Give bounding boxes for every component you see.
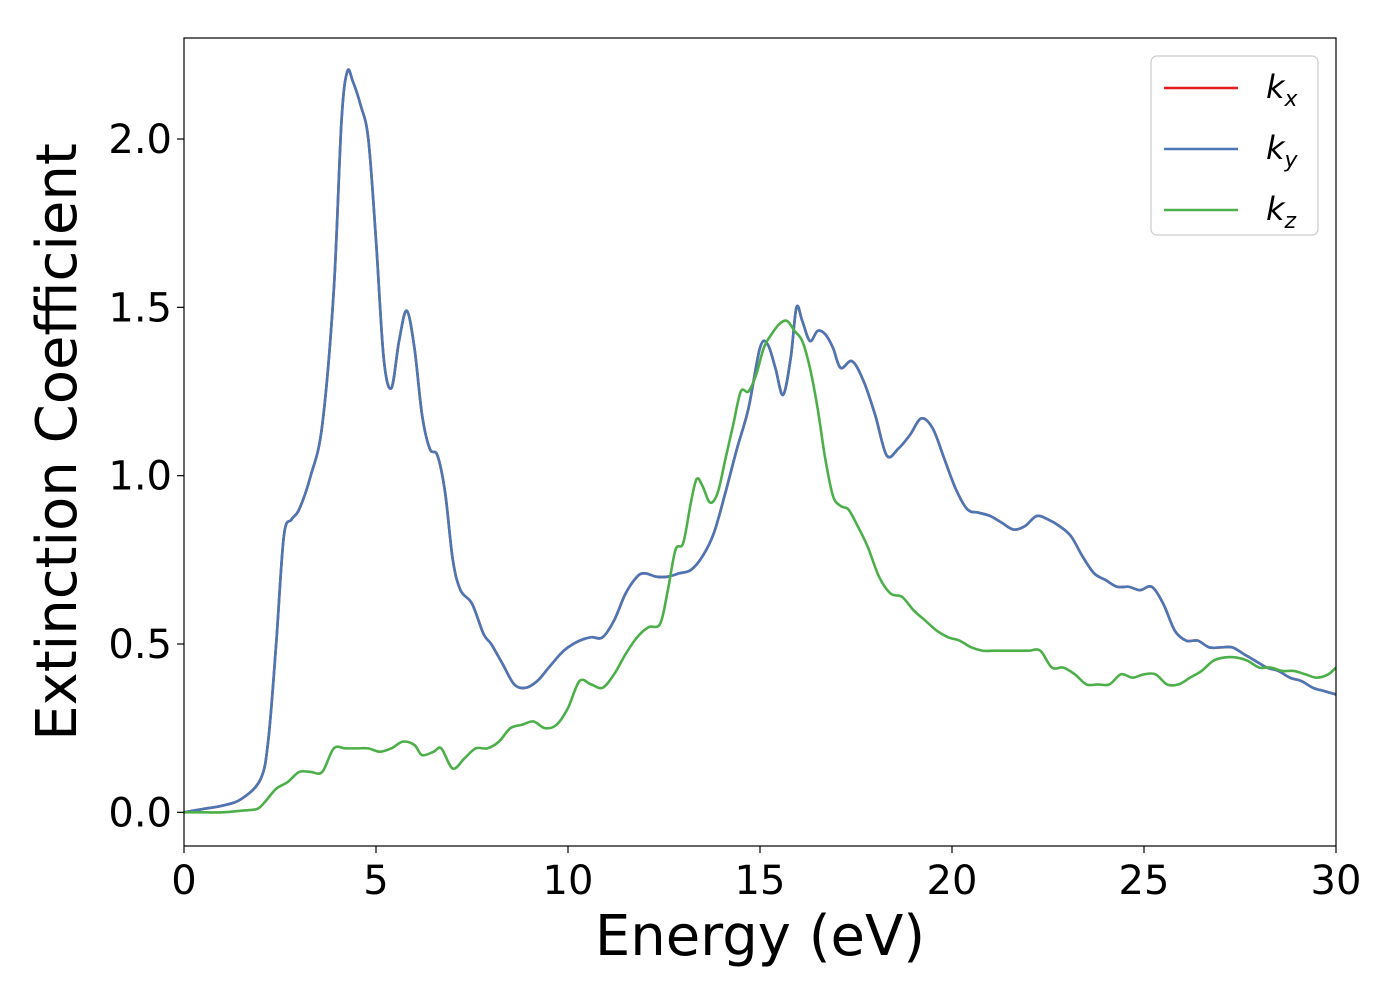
legend-label-ky: ky xyxy=(1266,129,1299,173)
x-tick-label: 10 xyxy=(543,858,594,904)
legend-frame xyxy=(1150,55,1319,236)
x-axis-label: Energy (eV) xyxy=(595,904,925,969)
y-tick-label: 0.5 xyxy=(108,622,172,668)
x-tick-label: 0 xyxy=(171,858,196,904)
x-tick-label: 5 xyxy=(363,858,388,904)
legend-label-subscript: y xyxy=(1284,148,1299,173)
legend-label-subscript: x xyxy=(1284,87,1299,112)
x-tick-label: 25 xyxy=(1119,858,1170,904)
legend-label-main: k xyxy=(1266,68,1286,106)
y-tick-label: 2.0 xyxy=(108,117,172,163)
series-ky-line xyxy=(184,68,1336,814)
x-tick-label: 15 xyxy=(735,858,786,904)
legend-label-main: k xyxy=(1266,129,1286,167)
y-tick-label: 1.0 xyxy=(108,454,172,500)
x-tick-label: 30 xyxy=(1311,858,1362,904)
y-tick-label: 0.0 xyxy=(108,790,172,836)
series-kz-line xyxy=(184,319,1336,814)
legend-label-kx: kx xyxy=(1266,68,1299,112)
series-layer xyxy=(184,68,1336,814)
legend-label-kz: kz xyxy=(1266,190,1297,234)
y-axis-label: Extinction Coefficient xyxy=(25,143,90,741)
y-tick-label: 1.5 xyxy=(108,285,172,331)
legend-label-subscript: z xyxy=(1284,209,1297,234)
y-axis: 0.0 0.5 1.0 1.5 2.0 xyxy=(108,117,184,836)
x-tick-label: 20 xyxy=(927,858,978,904)
legend-label-main: k xyxy=(1266,190,1286,228)
x-axis: 0 5 10 15 20 25 30 xyxy=(171,846,1361,904)
